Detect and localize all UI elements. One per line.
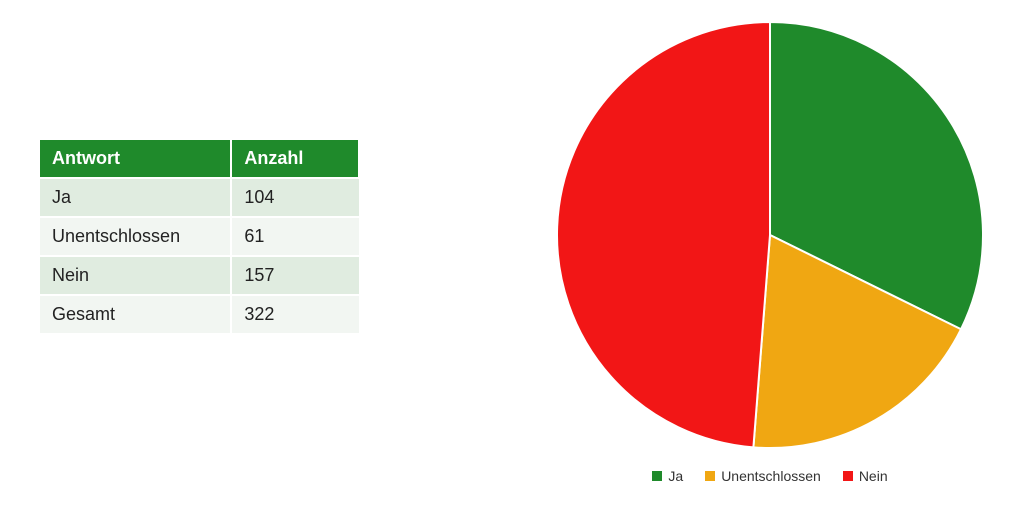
legend-swatch <box>843 471 853 481</box>
table-header-count: Anzahl <box>231 140 359 178</box>
table-cell-answer: Unentschlossen <box>40 217 231 256</box>
table-row: Ja104 <box>40 178 359 217</box>
table-cell-count: 157 <box>231 256 359 295</box>
legend-swatch <box>705 471 715 481</box>
legend-swatch <box>652 471 662 481</box>
root-container: Antwort Anzahl Ja104Unentschlossen61Nein… <box>0 0 1021 530</box>
table-cell-answer: Gesamt <box>40 295 231 333</box>
pie-legend: Ja Unentschlossen Nein <box>652 468 887 484</box>
legend-label: Nein <box>859 468 888 484</box>
pie-chart-wrap: Ja Unentschlossen Nein <box>550 20 990 510</box>
table-row: Gesamt322 <box>40 295 359 333</box>
table-header-answer: Antwort <box>40 140 231 178</box>
table-cell-count: 104 <box>231 178 359 217</box>
pie-chart-svg <box>555 20 985 450</box>
table-cell-answer: Ja <box>40 178 231 217</box>
table-body: Ja104Unentschlossen61Nein157Gesamt322 <box>40 178 359 333</box>
pie-slice <box>557 22 770 447</box>
data-table: Antwort Anzahl Ja104Unentschlossen61Nein… <box>40 140 360 333</box>
legend-label: Ja <box>668 468 683 484</box>
legend-item: Ja <box>652 468 683 484</box>
legend-item: Unentschlossen <box>705 468 821 484</box>
table-header-row: Antwort Anzahl <box>40 140 359 178</box>
table-row: Unentschlossen61 <box>40 217 359 256</box>
table-cell-count: 322 <box>231 295 359 333</box>
legend-item: Nein <box>843 468 888 484</box>
table-cell-answer: Nein <box>40 256 231 295</box>
data-table-wrap: Antwort Anzahl Ja104Unentschlossen61Nein… <box>40 140 360 333</box>
table-cell-count: 61 <box>231 217 359 256</box>
legend-label: Unentschlossen <box>721 468 821 484</box>
table-row: Nein157 <box>40 256 359 295</box>
